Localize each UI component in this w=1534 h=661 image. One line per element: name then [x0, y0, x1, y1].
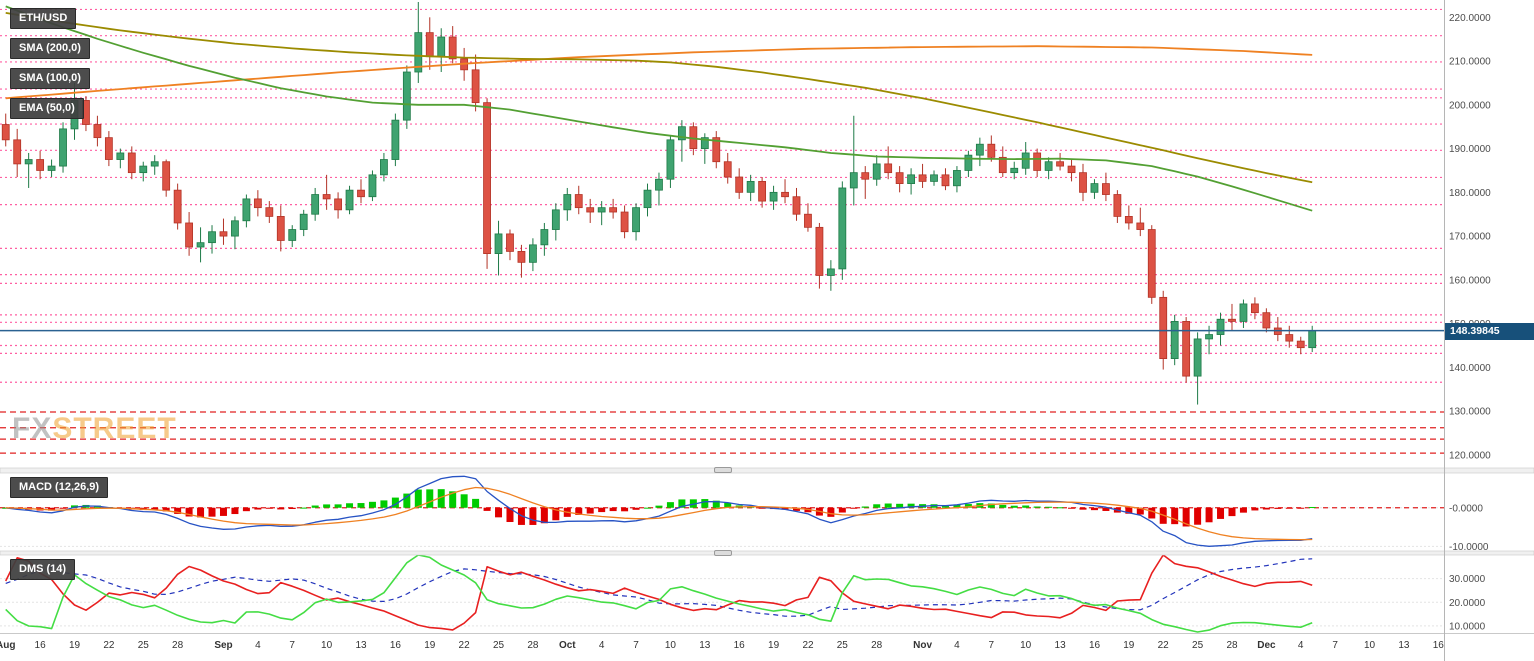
svg-text:28: 28 [172, 640, 184, 651]
svg-text:13: 13 [1055, 640, 1067, 651]
svg-text:-0.0000: -0.0000 [1449, 503, 1483, 514]
support-level-lines [0, 411, 1444, 454]
svg-text:7: 7 [633, 640, 639, 651]
svg-text:160.0000: 160.0000 [1449, 275, 1491, 286]
svg-text:Nov: Nov [913, 640, 932, 651]
dms-indicator-label[interactable]: DMS (14) [10, 559, 76, 580]
svg-text:13: 13 [355, 640, 367, 651]
svg-text:7: 7 [1332, 640, 1338, 651]
svg-text:22: 22 [1158, 640, 1170, 651]
svg-text:4: 4 [1298, 640, 1304, 651]
svg-text:10: 10 [1364, 640, 1376, 651]
svg-text:170.0000: 170.0000 [1449, 232, 1491, 243]
svg-text:7: 7 [989, 640, 995, 651]
macd-indicator-label[interactable]: MACD (12,26,9) [10, 477, 109, 498]
svg-text:25: 25 [1192, 640, 1204, 651]
svg-text:13: 13 [1398, 640, 1410, 651]
svg-text:22: 22 [103, 640, 115, 651]
svg-text:4: 4 [599, 640, 605, 651]
fxstreet-watermark: FXSTREET [12, 412, 177, 446]
svg-text:180.0000: 180.0000 [1449, 188, 1491, 199]
svg-text:120.0000: 120.0000 [1449, 450, 1491, 461]
legend-ema50[interactable]: EMA (50,0) [10, 98, 84, 119]
svg-text:19: 19 [1123, 640, 1135, 651]
svg-text:16: 16 [390, 640, 402, 651]
svg-text:Oct: Oct [559, 640, 576, 651]
time-axis-labels: Aug 16 19 22 25 28 Sep 4 7 10 13 16 19 22 25 28 Oct 4 7 10 1… [0, 640, 1444, 651]
svg-text:19: 19 [69, 640, 81, 651]
svg-text:10: 10 [1020, 640, 1032, 651]
svg-text:22: 22 [459, 640, 471, 651]
svg-text:16: 16 [734, 640, 746, 651]
svg-text:4: 4 [954, 640, 960, 651]
svg-text:28: 28 [1226, 640, 1238, 651]
svg-text:16: 16 [35, 640, 47, 651]
svg-text:20.0000: 20.0000 [1449, 598, 1486, 609]
svg-text:Sep: Sep [214, 640, 232, 651]
moving-averages [5, 5, 1313, 212]
svg-text:210.0000: 210.0000 [1449, 57, 1491, 68]
svg-text:30.0000: 30.0000 [1449, 574, 1486, 585]
svg-text:220.0000: 220.0000 [1449, 13, 1491, 24]
dms-panel-resize-handle[interactable] [714, 550, 732, 556]
legend: ETH/USD SMA (200,0) SMA (100,0) EMA (50,… [10, 8, 90, 119]
svg-text:19: 19 [768, 640, 780, 651]
svg-text:7: 7 [289, 640, 295, 651]
svg-text:10: 10 [665, 640, 677, 651]
svg-text:200.0000: 200.0000 [1449, 100, 1491, 111]
macd-panel-resize-handle[interactable] [714, 467, 732, 473]
svg-text:Aug: Aug [0, 640, 15, 651]
svg-text:28: 28 [527, 640, 539, 651]
watermark-fx-text: FX [12, 412, 53, 445]
svg-text:4: 4 [255, 640, 261, 651]
svg-text:25: 25 [837, 640, 849, 651]
legend-sma200[interactable]: SMA (200,0) [10, 38, 90, 59]
svg-text:140.0000: 140.0000 [1449, 363, 1491, 374]
svg-text:-10.0000: -10.0000 [1449, 542, 1489, 553]
svg-text:13: 13 [699, 640, 711, 651]
svg-text:190.0000: 190.0000 [1449, 144, 1491, 155]
svg-text:130.0000: 130.0000 [1449, 407, 1491, 418]
svg-text:10.0000: 10.0000 [1449, 621, 1486, 632]
svg-text:Dec: Dec [1257, 640, 1276, 651]
svg-text:16: 16 [1433, 640, 1445, 651]
legend-symbol[interactable]: ETH/USD [10, 8, 77, 29]
pivot-level-lines [0, 8, 1444, 383]
legend-sma100[interactable]: SMA (100,0) [10, 68, 90, 89]
candlesticks [1, 2, 1317, 405]
svg-text:10: 10 [321, 640, 333, 651]
current-price-label: 148.39845 [1445, 322, 1534, 341]
svg-text:25: 25 [138, 640, 150, 651]
svg-text:28: 28 [871, 640, 883, 651]
macd-lines [5, 475, 1313, 547]
svg-text:25: 25 [493, 640, 505, 651]
svg-text:19: 19 [424, 640, 436, 651]
svg-text:16: 16 [1089, 640, 1101, 651]
watermark-street-text: STREET [52, 412, 177, 445]
dms-lines [4, 554, 1313, 633]
svg-text:22: 22 [802, 640, 814, 651]
